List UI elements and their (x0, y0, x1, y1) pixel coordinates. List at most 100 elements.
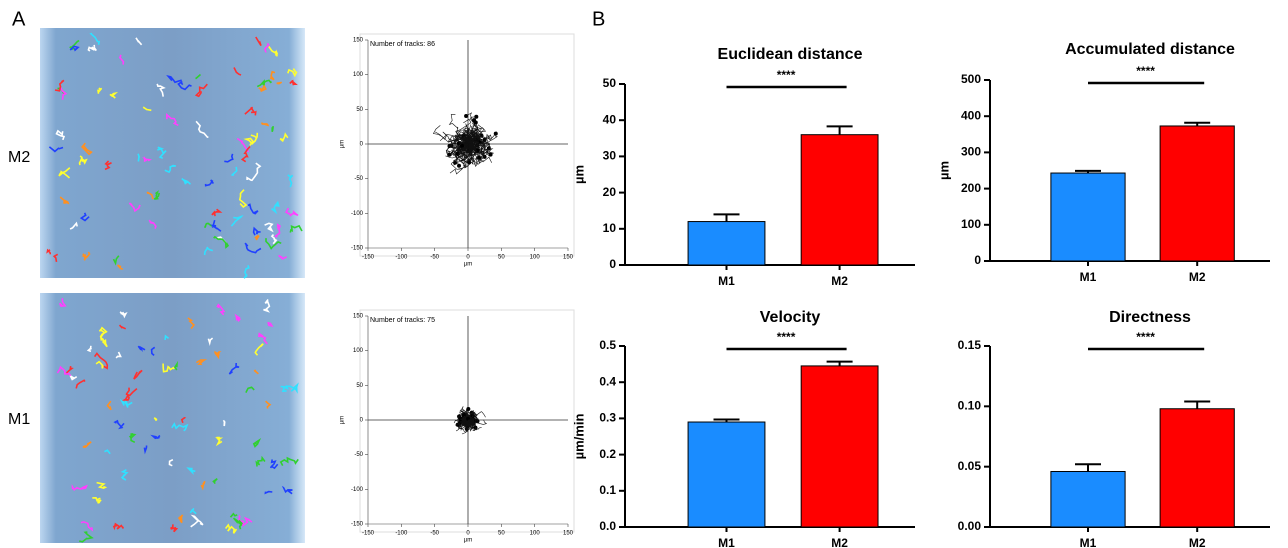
cell-track (92, 496, 102, 504)
cell-track (284, 207, 299, 217)
track (462, 419, 471, 427)
cell-track (153, 417, 158, 422)
cell-track (250, 132, 259, 142)
cell-track (254, 234, 260, 241)
x-tick-label: 150 (563, 255, 574, 261)
cell-track (157, 146, 167, 160)
cell-track (278, 254, 288, 260)
x-axis-label: µm (464, 262, 472, 268)
cell-track (166, 74, 182, 84)
cell-track (195, 120, 209, 138)
cell-track (173, 360, 178, 371)
cell-track (200, 480, 206, 491)
cell-track (194, 83, 208, 98)
cell-track (56, 365, 72, 377)
cell-track (59, 298, 67, 307)
cell-track (117, 264, 123, 270)
y-tick-label: 400 (961, 108, 981, 122)
track-end (467, 160, 472, 165)
y-tick-label: -150 (351, 246, 364, 252)
plot-area (359, 33, 575, 257)
track (467, 132, 491, 153)
x-tick-label: -50 (430, 531, 439, 537)
track (456, 131, 481, 145)
cell-track (46, 248, 52, 255)
bar (800, 134, 879, 266)
chart-title: Euclidean distance (718, 46, 863, 63)
cell-track (78, 155, 88, 166)
bar (1050, 172, 1126, 262)
y-tick-label: -100 (351, 487, 364, 493)
cell-track (269, 70, 276, 81)
x-tick-label: -100 (395, 255, 408, 261)
cell-track (212, 478, 218, 484)
cell-track (255, 36, 262, 47)
y-tick-label: 50 (356, 107, 363, 113)
cell-track (69, 45, 80, 52)
cell-track (203, 222, 213, 229)
track-end (482, 154, 487, 159)
x-tick-label: 150 (563, 531, 574, 537)
cell-track (137, 153, 141, 162)
cell-track (66, 365, 74, 375)
y-axis-label: µm/min (571, 414, 586, 460)
y-tick-label: -150 (351, 522, 364, 528)
track-end (488, 152, 493, 157)
track (466, 133, 479, 145)
cell-track (228, 362, 240, 375)
track-end (457, 163, 462, 168)
cell-track (112, 522, 125, 531)
cell-track (203, 246, 214, 256)
track-end (474, 114, 479, 119)
cell-track (244, 106, 257, 116)
cell-track (204, 179, 215, 187)
cell-track (120, 468, 129, 481)
x-tick-label: 50 (498, 255, 505, 261)
cell-track (164, 334, 170, 340)
cell-track (143, 445, 148, 455)
cell-track (181, 177, 192, 185)
cell-track (142, 106, 152, 112)
cell-track (118, 324, 127, 330)
track (467, 416, 479, 424)
cell-track (180, 416, 187, 424)
x-tick-label: -150 (362, 255, 375, 261)
cell-track (59, 86, 68, 100)
cell-track (121, 394, 131, 402)
cell-track (240, 145, 251, 163)
cell-track (81, 251, 91, 261)
bar (1050, 470, 1126, 528)
cell-track (186, 467, 196, 476)
y-tick-label: 0.2 (599, 447, 616, 461)
cell-track (153, 190, 160, 200)
cell-track (236, 137, 250, 153)
cell-track (178, 514, 184, 524)
cell-track (207, 337, 214, 346)
x-tick-label: 0 (466, 531, 470, 537)
cell-track (170, 524, 179, 533)
cell-track (230, 166, 238, 177)
cell-track (224, 153, 234, 163)
cell-track (119, 398, 133, 408)
cell-track (162, 363, 175, 373)
track (465, 133, 497, 154)
cell-track (257, 332, 268, 345)
cell-track (211, 208, 223, 217)
cell-track (267, 321, 274, 328)
cell-track (195, 359, 208, 366)
significance: **** (1136, 64, 1155, 78)
y-tick-label: 0.5 (599, 338, 616, 352)
significance: **** (777, 330, 796, 344)
cell-track (209, 219, 222, 232)
cell-track (253, 369, 259, 375)
cell-track (150, 346, 156, 357)
cell-track (48, 146, 64, 153)
chart-title: Velocity (760, 309, 821, 326)
cell-track (109, 91, 119, 99)
cell-track (213, 350, 222, 360)
cell-track (146, 191, 154, 200)
y-tick-label: 100 (353, 348, 364, 354)
cell-track (268, 46, 279, 57)
y-axis-label: µm (340, 416, 346, 424)
